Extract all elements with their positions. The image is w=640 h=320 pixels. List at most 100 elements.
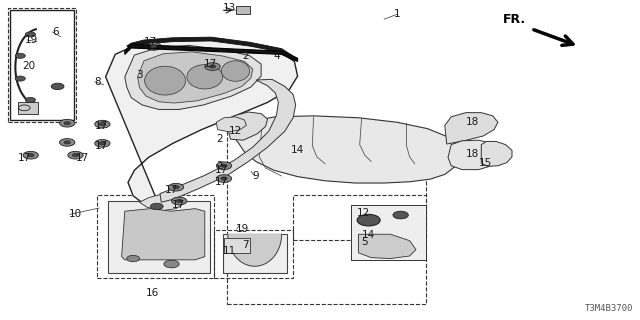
Text: 10: 10 — [69, 209, 83, 220]
Text: 17: 17 — [172, 200, 185, 210]
Polygon shape — [160, 79, 296, 202]
Polygon shape — [223, 234, 287, 273]
Circle shape — [68, 151, 83, 159]
Text: 18: 18 — [466, 116, 479, 127]
Circle shape — [216, 175, 232, 182]
Text: 14: 14 — [362, 230, 375, 240]
Circle shape — [64, 122, 70, 125]
Circle shape — [23, 151, 38, 159]
Circle shape — [99, 123, 106, 126]
Polygon shape — [140, 195, 182, 211]
Text: 2: 2 — [216, 161, 223, 172]
Polygon shape — [448, 140, 498, 170]
Circle shape — [150, 45, 157, 48]
Text: 5: 5 — [362, 236, 368, 247]
Text: 15: 15 — [479, 158, 492, 168]
Text: 8: 8 — [95, 76, 101, 87]
Polygon shape — [358, 234, 416, 259]
Polygon shape — [445, 113, 498, 144]
Circle shape — [146, 43, 161, 50]
Text: FR.: FR. — [503, 13, 526, 26]
Text: 12: 12 — [357, 208, 371, 218]
Polygon shape — [127, 37, 296, 59]
Text: 2: 2 — [242, 51, 248, 61]
Circle shape — [357, 214, 380, 226]
Circle shape — [51, 83, 64, 90]
Polygon shape — [227, 112, 268, 140]
Text: 17: 17 — [204, 59, 217, 69]
Bar — [293, 195, 426, 240]
Circle shape — [95, 140, 110, 147]
Polygon shape — [481, 141, 512, 166]
Circle shape — [25, 97, 35, 102]
Polygon shape — [236, 6, 250, 14]
Ellipse shape — [187, 65, 223, 89]
Circle shape — [99, 142, 106, 145]
Bar — [97, 195, 214, 278]
Ellipse shape — [221, 61, 250, 81]
Polygon shape — [122, 209, 205, 260]
Polygon shape — [234, 116, 460, 183]
Text: 18: 18 — [466, 148, 479, 159]
Polygon shape — [228, 234, 282, 266]
Circle shape — [209, 65, 216, 68]
Circle shape — [221, 177, 227, 180]
Polygon shape — [18, 102, 38, 114]
Circle shape — [172, 197, 187, 205]
Polygon shape — [216, 117, 246, 132]
Polygon shape — [351, 205, 426, 260]
Text: 17: 17 — [144, 36, 157, 47]
Bar — [227, 128, 426, 304]
Text: 17: 17 — [76, 153, 89, 164]
Polygon shape — [106, 39, 298, 211]
Text: 17: 17 — [95, 121, 108, 132]
Circle shape — [60, 139, 75, 146]
Circle shape — [168, 183, 184, 191]
Circle shape — [25, 32, 35, 37]
Circle shape — [28, 154, 34, 157]
Polygon shape — [138, 52, 253, 103]
Text: 13: 13 — [223, 3, 236, 13]
Bar — [8, 8, 76, 122]
Circle shape — [164, 260, 179, 268]
Circle shape — [221, 164, 227, 167]
Polygon shape — [125, 45, 261, 109]
Text: 17: 17 — [95, 140, 108, 151]
Text: 17: 17 — [18, 153, 31, 164]
Circle shape — [205, 63, 220, 70]
Text: T3M4B3700: T3M4B3700 — [585, 304, 634, 313]
Text: 7: 7 — [242, 240, 248, 250]
Circle shape — [176, 199, 182, 203]
Circle shape — [72, 154, 79, 157]
Circle shape — [393, 211, 408, 219]
Text: 11: 11 — [223, 246, 236, 256]
Circle shape — [15, 53, 26, 58]
Text: 19: 19 — [24, 35, 38, 45]
Text: 6: 6 — [52, 27, 59, 37]
Bar — [214, 230, 293, 278]
Text: 2: 2 — [216, 134, 223, 144]
Text: 1: 1 — [394, 9, 400, 20]
Text: 3: 3 — [136, 70, 143, 80]
Text: 17: 17 — [214, 177, 228, 188]
Circle shape — [95, 120, 110, 128]
Polygon shape — [224, 238, 250, 253]
Circle shape — [127, 255, 140, 262]
Text: 17: 17 — [165, 185, 179, 196]
Text: 16: 16 — [146, 288, 159, 298]
Circle shape — [216, 162, 232, 170]
Text: 20: 20 — [22, 60, 36, 71]
Text: 19: 19 — [236, 224, 249, 234]
Circle shape — [150, 203, 163, 210]
Polygon shape — [108, 201, 210, 273]
Circle shape — [64, 141, 70, 144]
Polygon shape — [125, 44, 298, 61]
Text: 4: 4 — [274, 51, 280, 61]
Circle shape — [173, 186, 179, 189]
Circle shape — [15, 76, 26, 81]
Text: 14: 14 — [291, 145, 305, 156]
Text: 17: 17 — [214, 164, 228, 175]
Ellipse shape — [145, 66, 186, 95]
Text: 9: 9 — [253, 171, 259, 181]
Circle shape — [60, 119, 75, 127]
